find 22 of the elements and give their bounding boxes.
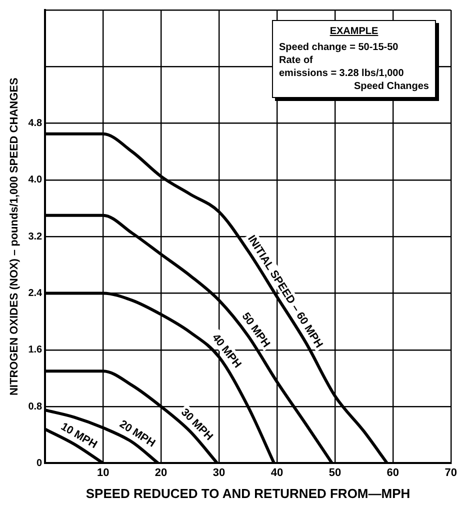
- x-tick-label: 30: [212, 466, 226, 479]
- x-tick-label: 10: [96, 466, 110, 479]
- annotation: Speed change = 50-15-50: [279, 41, 400, 54]
- text: 10 MPH: [58, 420, 100, 452]
- y-tick-label: 0: [36, 458, 43, 469]
- annotation: Speed Changes: [352, 80, 429, 93]
- y-axis-title: NITROGEN OXIDES (NOX) – pounds/1,000 SPEED CHANGES: [8, 78, 21, 396]
- y-tick-label: 1.6: [28, 344, 43, 356]
- x-axis-title: SPEED REDUCED TO AND RETURNED FROM—MPH: [86, 486, 410, 501]
- y-tick-label: 3.2: [28, 231, 43, 242]
- x-tick-label: 70: [444, 466, 458, 479]
- annotation: Rate of: [279, 54, 314, 67]
- x-tick-label: 50: [328, 466, 342, 479]
- annotation: EXAMPLE: [328, 25, 380, 38]
- x-tick-label: 40: [270, 466, 284, 479]
- y-tick-label: 4.8: [28, 118, 43, 130]
- x-tick-label: 60: [386, 466, 400, 479]
- annotation: emissions = 3.28 lbs/1,000: [279, 67, 405, 80]
- y-tick-label: 4.0: [28, 174, 43, 186]
- y-tick-label: 2.4: [28, 288, 43, 299]
- x-tick-label: 20: [154, 466, 168, 479]
- y-tick-label: 0.8: [28, 401, 43, 412]
